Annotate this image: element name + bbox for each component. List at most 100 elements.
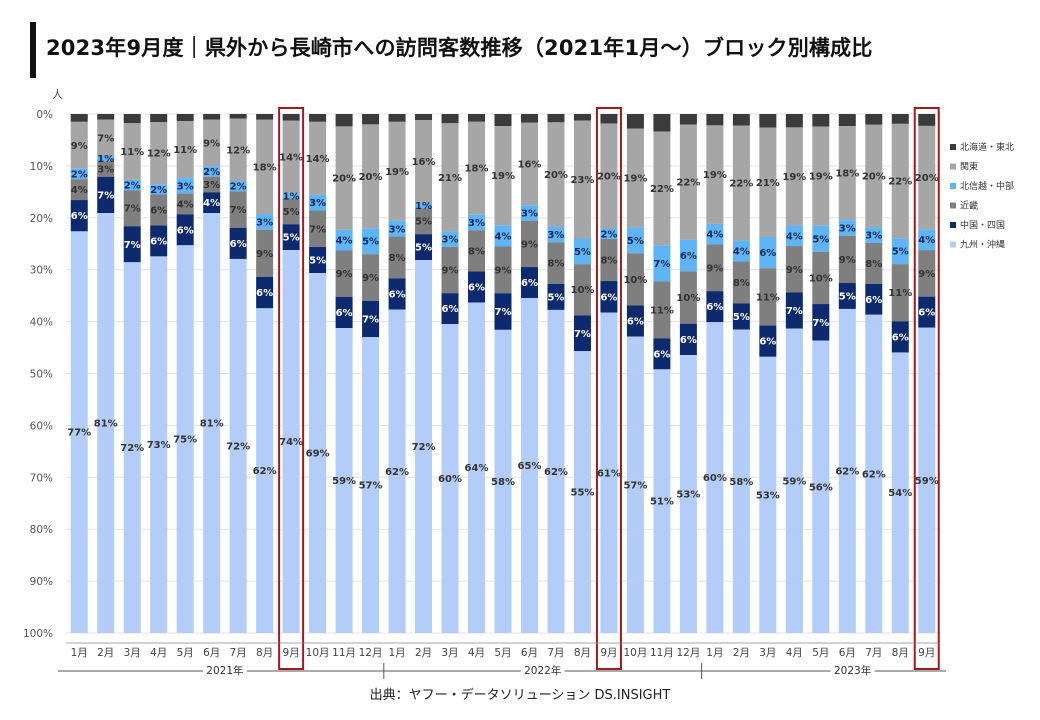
- bar-segment: [388, 121, 406, 221]
- data-label: 58%: [729, 477, 753, 488]
- data-label: 22%: [676, 178, 700, 189]
- x-tick-label: 7月: [547, 647, 564, 659]
- x-tick-label: 3月: [759, 647, 776, 659]
- bar-segment: [785, 292, 803, 329]
- legend-label: 北海道・東北: [960, 141, 1014, 153]
- bar-segment: [468, 114, 486, 122]
- data-label: 6%: [653, 349, 670, 360]
- legend-label: 中国・四国: [960, 219, 1005, 231]
- data-label: 5%: [733, 312, 750, 323]
- data-label: 19%: [703, 170, 727, 181]
- data-label: 6%: [442, 304, 459, 315]
- bar-segment: [520, 267, 538, 298]
- data-label: 10%: [809, 273, 833, 284]
- legend-label: 北信越・中部: [960, 180, 1014, 192]
- data-label: 23%: [570, 175, 594, 186]
- data-label: 6%: [627, 316, 644, 327]
- data-label: 1%: [283, 191, 300, 202]
- bar-segment: [468, 121, 486, 215]
- september-highlight-box: [913, 107, 940, 670]
- data-label: 6%: [468, 283, 485, 294]
- bar-segment: [388, 114, 406, 122]
- bar-segment: [785, 225, 803, 247]
- bar-segment: [573, 315, 591, 352]
- bar-segment: [812, 304, 830, 341]
- data-label: 10%: [570, 285, 594, 296]
- data-label: 3%: [865, 231, 882, 242]
- data-label: 3%: [309, 198, 326, 209]
- x-tick-label: 1月: [706, 647, 723, 659]
- bar-segment: [415, 260, 433, 633]
- data-label: 59%: [915, 476, 939, 487]
- data-label: 6%: [150, 236, 167, 247]
- data-label: 10%: [623, 275, 647, 286]
- bar-segment: [812, 251, 830, 305]
- data-label: 7%: [495, 307, 512, 318]
- legend-label: 九州・沖縄: [960, 239, 1005, 251]
- bar-segment: [600, 281, 618, 313]
- bar-segment: [362, 228, 380, 255]
- x-tick-label: 9月: [600, 647, 617, 659]
- bar-segment: [309, 273, 327, 633]
- bar-segment: [70, 168, 88, 180]
- bar-segment: [706, 223, 724, 245]
- data-label: 19%: [385, 167, 409, 178]
- bar-segment: [918, 327, 936, 633]
- bar-segment: [547, 309, 565, 633]
- data-label: 12%: [147, 149, 171, 160]
- data-label: 6%: [71, 211, 88, 222]
- data-label: 9%: [336, 269, 353, 280]
- data-label: 21%: [438, 173, 462, 184]
- bar-segment: [150, 194, 168, 226]
- page-title: 2023年9月度｜県外から長崎市への訪問客数推移（2021年1月〜）ブロック別構…: [46, 36, 873, 60]
- bar-segment: [759, 127, 777, 237]
- data-label: 7%: [124, 204, 141, 215]
- data-label: 4%: [71, 185, 88, 196]
- bar-segment: [468, 302, 486, 633]
- bar-segment: [415, 234, 433, 261]
- data-label: 16%: [518, 159, 542, 170]
- data-label: 3%: [521, 208, 538, 219]
- bar-segment: [203, 119, 221, 167]
- bar-segment: [494, 293, 512, 330]
- bar-segment: [362, 337, 380, 633]
- bar-segment: [70, 200, 88, 232]
- data-label: 9%: [839, 255, 856, 266]
- bar-segment: [573, 351, 591, 633]
- bar-segment: [706, 125, 724, 224]
- y-tick-label: 50%: [30, 369, 53, 381]
- bar-segment: [838, 235, 856, 283]
- bar-segment: [150, 114, 168, 123]
- september-highlight-box: [278, 107, 305, 670]
- data-label: 5%: [547, 292, 564, 303]
- bar-segment: [176, 193, 194, 215]
- data-label: 72%: [120, 443, 144, 454]
- data-label: 4%: [918, 235, 935, 246]
- bar-segment: [229, 114, 247, 119]
- bar-segment: [441, 123, 459, 232]
- bar-segment: [759, 356, 777, 633]
- data-label: 18%: [835, 169, 859, 180]
- data-label: 53%: [676, 490, 700, 501]
- y-tick-label: 0%: [36, 109, 53, 121]
- data-label: 8%: [468, 246, 485, 257]
- data-label: 6%: [759, 248, 776, 259]
- bar-segment: [653, 114, 671, 132]
- bar-segment: [918, 250, 936, 297]
- bar-segment: [70, 179, 88, 201]
- bar-segment: [653, 245, 671, 282]
- bar-segment: [759, 236, 777, 269]
- data-label: 73%: [147, 440, 171, 451]
- bar-segment: [494, 329, 512, 633]
- x-tick-label: 5月: [177, 647, 194, 659]
- bar-segment: [282, 224, 300, 251]
- data-label: 2%: [124, 181, 141, 192]
- x-tick-label: 3月: [124, 647, 141, 659]
- data-label: 3%: [468, 218, 485, 229]
- bar-segment: [679, 271, 697, 324]
- bar-segment: [653, 281, 671, 339]
- bar-segment: [838, 220, 856, 236]
- data-label: 74%: [279, 437, 303, 448]
- data-label: 3%: [389, 224, 406, 235]
- data-label: 1%: [97, 154, 114, 165]
